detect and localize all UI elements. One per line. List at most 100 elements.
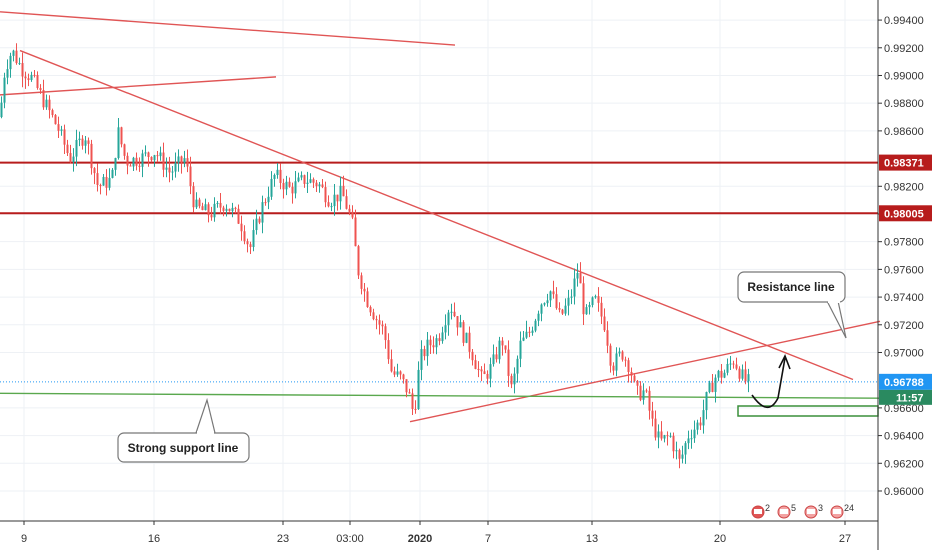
candle-body — [702, 410, 705, 426]
grid — [0, 0, 878, 520]
candle-body — [297, 177, 300, 182]
candle-body — [312, 179, 315, 183]
candle-body — [111, 169, 114, 178]
support-callout-pointer — [195, 397, 216, 434]
candle-body — [606, 330, 609, 346]
candle-body — [675, 450, 678, 452]
level-tag-1-bg — [879, 205, 932, 222]
candle-body — [309, 179, 312, 183]
trendline-upper-trendline — [0, 11, 456, 46]
candle-body — [336, 194, 339, 202]
candle-body — [180, 156, 183, 163]
candle-body — [462, 322, 465, 343]
candle-body — [285, 181, 288, 190]
countdown-bg — [879, 389, 932, 405]
candle-body — [459, 322, 462, 328]
candle-body — [483, 371, 486, 374]
candle-body — [714, 377, 717, 392]
candle-body — [231, 207, 234, 212]
candle-body — [324, 187, 327, 203]
x-tick-label: 23 — [277, 533, 289, 545]
candle-body — [72, 156, 75, 163]
candle-body — [63, 129, 66, 145]
candle-body — [0, 102, 3, 118]
candle-body — [168, 167, 171, 173]
candle-body — [624, 359, 627, 361]
candle-body — [279, 169, 282, 184]
candle-body — [222, 207, 225, 211]
support-callout-label: Strong support line — [128, 441, 239, 455]
candle-body — [282, 183, 285, 190]
candle-body — [66, 144, 69, 154]
candlesticks — [0, 43, 750, 469]
candle-body — [102, 176, 105, 186]
candle-body — [99, 184, 102, 186]
candle-body — [363, 288, 366, 292]
candle-body — [534, 320, 537, 331]
candle-body — [21, 63, 24, 77]
candle-body — [555, 294, 558, 309]
y-tick-label: 0.97600 — [884, 264, 924, 276]
candle-body — [414, 408, 417, 410]
candle-body — [270, 178, 273, 197]
candle-body — [114, 158, 117, 170]
candle-body — [438, 338, 441, 342]
candle-body — [522, 337, 525, 341]
candle-body — [69, 153, 72, 163]
candle-body — [123, 144, 126, 156]
candle-body — [273, 175, 276, 179]
candle-body — [225, 208, 228, 211]
candle-body — [33, 74, 36, 76]
y-tick-label: 0.97000 — [884, 347, 924, 359]
indicator-badge-icon — [833, 509, 841, 514]
candle-body — [93, 168, 96, 174]
candle-body — [348, 208, 351, 212]
candle-body — [108, 177, 111, 188]
candle-body — [504, 345, 507, 350]
candle-body — [36, 74, 39, 89]
candle-body — [6, 69, 9, 78]
candle-body — [516, 358, 519, 374]
candle-body — [633, 375, 636, 381]
candle-body — [267, 196, 270, 203]
y-tick-label: 0.96000 — [884, 486, 924, 498]
resistance-callout-join — [828, 299, 840, 303]
candle-body — [138, 165, 141, 167]
candle-body — [315, 182, 318, 187]
candle-body — [585, 307, 588, 315]
indicator-badges[interactable]: 2 5 3 24 — [751, 503, 854, 519]
y-tick-label: 0.96600 — [884, 403, 924, 415]
candle-body — [411, 393, 414, 409]
candle-body — [258, 218, 261, 223]
candle-body — [27, 78, 30, 81]
candle-body — [153, 155, 156, 161]
candle-body — [630, 371, 633, 376]
candle-body — [579, 273, 582, 284]
candle-body — [465, 332, 468, 343]
candle-body — [339, 185, 342, 202]
candle-body — [657, 431, 660, 438]
candle-body — [549, 291, 552, 301]
y-tick-label: 0.97800 — [884, 237, 924, 249]
candle-body — [189, 166, 192, 187]
candle-body — [645, 390, 648, 392]
candle-body — [594, 296, 597, 298]
candle-body — [588, 305, 591, 308]
candle-body — [327, 202, 330, 207]
candle-body — [87, 140, 90, 144]
x-tick-label: 2020 — [408, 533, 432, 545]
candle-body — [654, 418, 657, 438]
level-tag-0: 0.98371 — [884, 158, 924, 170]
candle-body — [81, 138, 84, 146]
candle-body — [501, 340, 504, 346]
candle-body — [18, 63, 21, 65]
candle-body — [360, 275, 363, 289]
y-tick-label: 0.98600 — [884, 126, 924, 138]
candle-body — [357, 246, 360, 276]
candle-body — [216, 202, 219, 204]
candle-body — [75, 139, 78, 157]
candle-body — [576, 273, 579, 279]
candle-body — [300, 175, 303, 178]
level-tag-0-bg — [879, 154, 932, 171]
